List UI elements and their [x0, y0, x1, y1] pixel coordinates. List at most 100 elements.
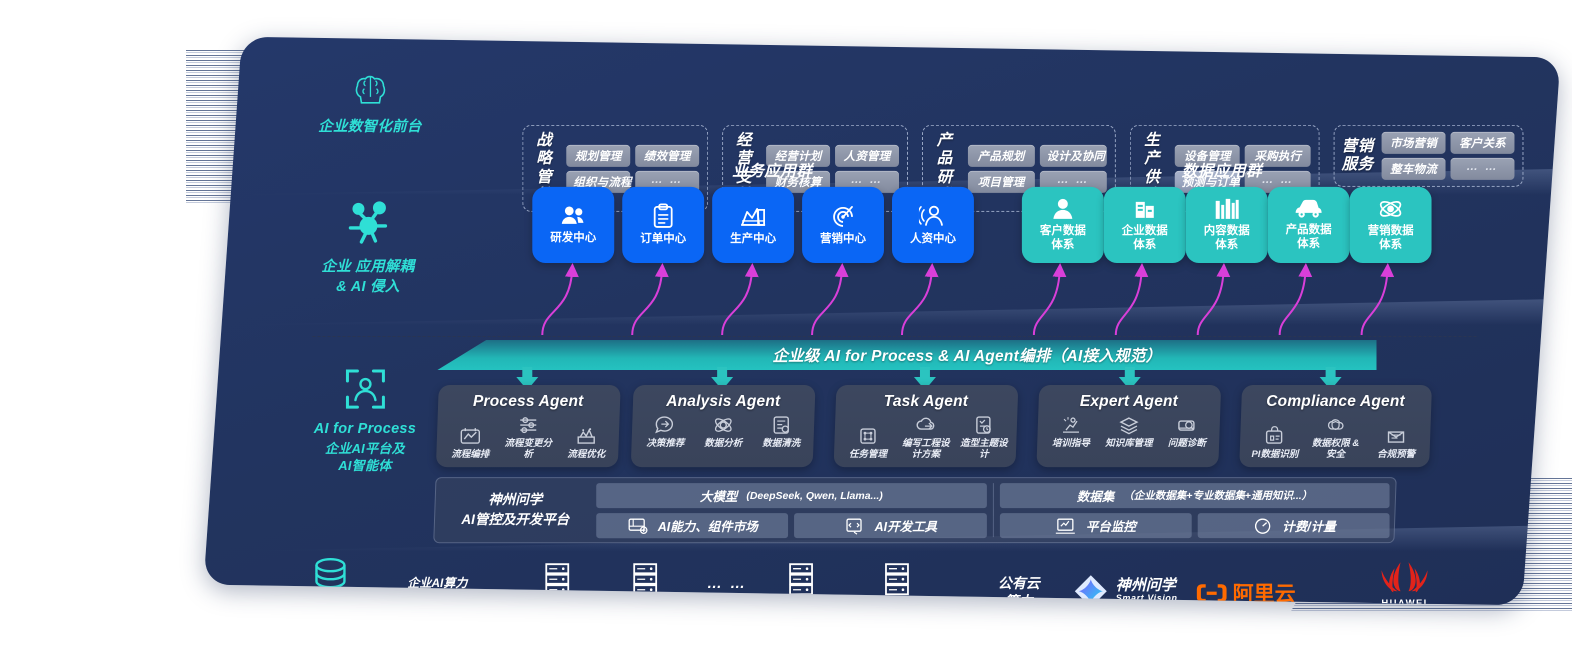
app-card-production-center[interactable]: 生产中心: [712, 186, 795, 263]
agent-title: Compliance Agent: [1266, 393, 1405, 411]
component-market-icon: [628, 518, 648, 534]
agent-function[interactable]: 数据清洗: [753, 415, 809, 449]
app-card-content-data[interactable]: 内容数据 体系: [1185, 186, 1268, 263]
platform-dataset-bar[interactable]: 数据集 （企业数据集+专业数据集+通用知识...）: [999, 483, 1390, 509]
rail-ai-infra-label: AI基础算力: [243, 603, 418, 605]
agent-card-task[interactable]: Task Agent 任务管理: [833, 385, 1019, 468]
rail-ai-process-label-3: AI智能体: [338, 458, 392, 474]
brain-icon: [355, 75, 385, 104]
rail-front-office-label: 企业数智化前台: [318, 118, 422, 135]
agent-down-arrows: [516, 367, 1342, 391]
platform-ops-billing[interactable]: 计费/计量: [1197, 513, 1390, 539]
agent-function[interactable]: 任务管理: [840, 426, 896, 461]
domain-chip[interactable]: 规划管理: [566, 144, 631, 167]
design-doc-icon: [976, 416, 991, 434]
rail-ai-process-label-1: AI for Process: [313, 421, 417, 438]
infra-ai-appliance-1: AI一体机: [762, 562, 840, 605]
user-solid-icon: [1053, 199, 1073, 220]
app-card-marketing-data[interactable]: 营销数据 体系: [1349, 186, 1432, 263]
dev-tool-icon: [845, 518, 862, 535]
domain-chip[interactable]: 绩效管理: [635, 144, 700, 167]
agent-title: Process Agent: [473, 393, 584, 411]
agent-function[interactable]: 流程优化: [558, 426, 614, 461]
app-card-product-data[interactable]: 产品数据 体系: [1267, 186, 1350, 263]
domain-chip-more[interactable]: … …: [1450, 157, 1515, 180]
app-card-hr-center[interactable]: 人资中心: [891, 186, 974, 263]
agent-function[interactable]: 流程编排: [442, 426, 498, 461]
domain-chip[interactable]: 市场营销: [1381, 131, 1446, 154]
app-card-label: 订单中心: [640, 233, 687, 246]
app-card-label: 生产中心: [730, 233, 777, 246]
app-card-marketing-center[interactable]: 营销中心: [802, 186, 885, 263]
agent-function-label: 问题诊断: [1167, 438, 1206, 450]
building-icon: [1135, 202, 1154, 219]
app-card-enterprise-data[interactable]: 企业数据 体系: [1103, 186, 1186, 263]
sliders-icon: [520, 417, 537, 434]
platform-model-label: 大模型: [699, 490, 738, 505]
platform-tool-dev-tools[interactable]: AI开发工具: [794, 513, 987, 539]
app-card-order-center[interactable]: 订单中心: [622, 186, 705, 263]
agent-function[interactable]: 合规预警: [1368, 426, 1424, 461]
agent-function[interactable]: PI数据识别: [1247, 426, 1303, 461]
app-card-label: 营销中心: [820, 233, 867, 246]
partner-huawei: HUAWEI: [1362, 562, 1448, 605]
agent-function[interactable]: 问题诊断: [1159, 415, 1215, 449]
car-icon: [1295, 200, 1322, 219]
ai-person-scan-icon: [345, 369, 385, 409]
app-card-customer-data[interactable]: 客户数据 体系: [1021, 186, 1104, 263]
cloud-write-icon: [916, 417, 935, 430]
agent-function[interactable]: 编写工程设计方案: [898, 415, 954, 461]
agent-card-process[interactable]: Process Agent 流程编排: [435, 385, 621, 468]
platform-ops-label: 计费/计量: [1282, 520, 1336, 535]
compliance-alert-icon: [1387, 431, 1404, 444]
agent-function[interactable]: 决策推荐: [637, 415, 693, 449]
agent-function-label: 造型主题设计: [960, 438, 1008, 461]
factory-icon: [741, 208, 766, 227]
infra-public-cloud: 公有云 算力: [997, 575, 1040, 606]
domain-chip[interactable]: 产品规划: [967, 144, 1035, 167]
agent-title: Task Agent: [883, 393, 969, 411]
target-icon: [833, 206, 853, 228]
agent-function[interactable]: 流程变更分析: [500, 415, 556, 461]
atom-analysis-icon: [714, 418, 732, 432]
agent-function[interactable]: 培训指导: [1043, 415, 1099, 449]
task-network-icon: [860, 428, 876, 445]
agent-card-analysis[interactable]: Analysis Agent 决策推荐: [630, 385, 816, 468]
agent-function[interactable]: 数据分析: [695, 415, 751, 449]
rail-app-decoupling-label-2: & AI 侵入: [336, 278, 400, 295]
platform-tool-component-market[interactable]: AI能力、组件市场: [596, 513, 789, 539]
agent-function-label: 流程变更分析: [504, 438, 552, 461]
infra-enterprise-compute: 企业AI算力 或AI一体机: [407, 576, 468, 606]
domain-chip[interactable]: 设计及协同: [1039, 144, 1107, 167]
agent-function[interactable]: 数据权限 & 安全: [1308, 415, 1364, 461]
domain-group-4[interactable]: 营销 服务 市场营销 客户关系 整车物流 … …: [1333, 124, 1524, 187]
agent-card-compliance[interactable]: Compliance Agent PI数据识别: [1239, 385, 1432, 468]
business-apps-title: 业务应用群: [732, 162, 813, 180]
infra-datacenter-2: 数据中心: [610, 562, 680, 605]
molecule-icon: [348, 201, 387, 244]
platform-model-bar[interactable]: 大模型 (DeepSeek, Qwen, Llama...): [596, 483, 987, 509]
agent-function-label: 任务管理: [848, 449, 887, 461]
partner-smartvision: 神州问学 Smart Vision: [1074, 574, 1178, 606]
domain-chip[interactable]: 人资管理: [835, 144, 899, 167]
domain-chip[interactable]: 整车物流: [1381, 157, 1446, 180]
platform-model-sub: (DeepSeek, Qwen, Llama...): [746, 489, 883, 502]
agent-function[interactable]: 造型主题设计: [956, 415, 1012, 461]
smartvision-logo: [1074, 575, 1107, 606]
shield-cloud-icon: [1327, 419, 1344, 431]
app-card-rd-center[interactable]: 研发中心: [532, 186, 615, 263]
agent-card-expert[interactable]: Expert Agent 培训指导: [1036, 385, 1222, 468]
partner-sub: Smart Vision: [1115, 593, 1178, 604]
infra-label: AI一体机: [873, 600, 921, 605]
bars-content-icon: [1215, 199, 1239, 220]
agent-function-label: PI数据识别: [1251, 449, 1299, 461]
platform-ops-monitor[interactable]: 平台监控: [999, 513, 1192, 539]
domain-chip[interactable]: 客户关系: [1450, 131, 1515, 154]
platform-tool-label: AI开发工具: [874, 520, 938, 535]
server-icon: [545, 563, 570, 596]
platform-ops-label: 平台监控: [1085, 520, 1136, 535]
infra-label: 数据中心: [533, 600, 581, 605]
platform-data-column: 数据集 （企业数据集+专业数据集+通用知识...） 平台监控: [999, 483, 1390, 539]
agent-function[interactable]: 知识库管理: [1101, 415, 1157, 449]
domain-chip[interactable]: 项目管理: [967, 170, 1035, 193]
